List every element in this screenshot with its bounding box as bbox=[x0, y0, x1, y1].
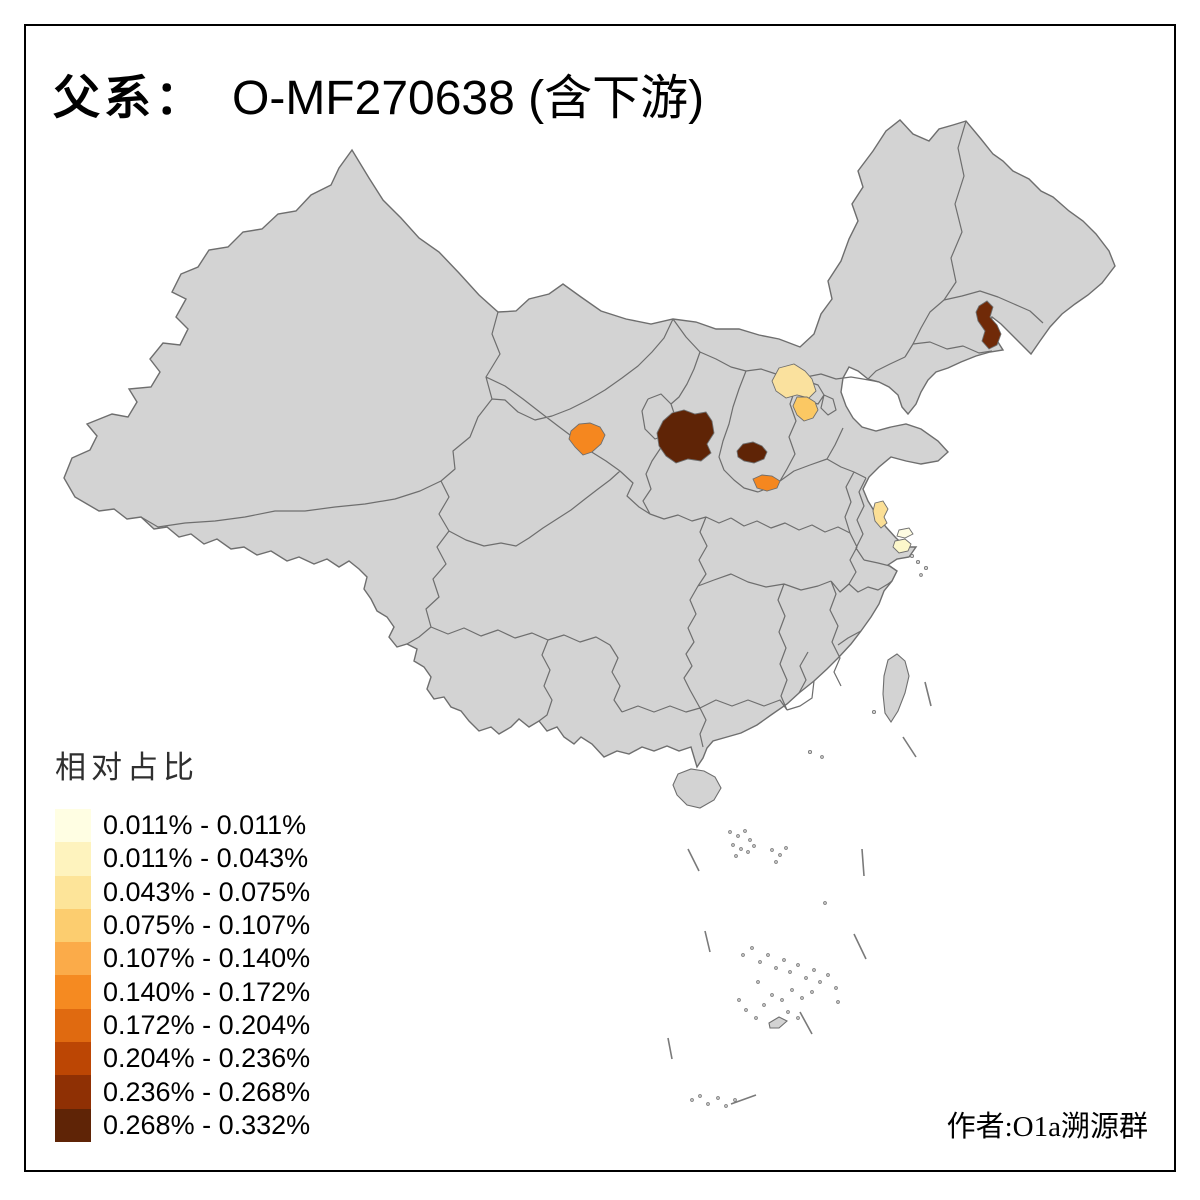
author-credit: 作者:O1a溯源群 bbox=[946, 1111, 1148, 1143]
map-region bbox=[896, 527, 914, 539]
legend-row: 0.268% - 0.332% bbox=[55, 1108, 311, 1142]
legend-title: 相对占比 bbox=[55, 750, 199, 785]
map-region bbox=[792, 396, 819, 422]
legend-label: 0.043% - 0.075% bbox=[103, 876, 311, 907]
south-sea-island bbox=[768, 1016, 788, 1029]
map-region bbox=[872, 500, 889, 529]
legend-row: 0.011% - 0.043% bbox=[55, 842, 310, 876]
legend-row: 0.204% - 0.236% bbox=[55, 1042, 311, 1076]
hainan-island bbox=[672, 768, 722, 809]
legend-row: 0.236% - 0.268% bbox=[55, 1075, 311, 1109]
legend-row: 0.011% - 0.011% bbox=[55, 809, 310, 843]
legend-swatch bbox=[55, 875, 91, 909]
legend-swatch bbox=[55, 842, 91, 876]
legend-label: 0.140% - 0.172% bbox=[103, 976, 311, 1007]
legend-swatch bbox=[55, 975, 91, 1009]
province-borders bbox=[140, 120, 1044, 748]
legend-label: 0.011% - 0.043% bbox=[103, 843, 309, 874]
legend-swatch bbox=[55, 942, 91, 976]
legend: 相对占比 0.011% - 0.011% 0.011% - 0.043% 0.043… bbox=[55, 742, 310, 1142]
highlighted-regions bbox=[568, 300, 1002, 554]
sea-islets bbox=[690, 553, 929, 1108]
map-region bbox=[568, 422, 606, 456]
map-region bbox=[656, 409, 715, 464]
title-prefix: 父系： bbox=[53, 73, 206, 125]
map-region bbox=[892, 538, 912, 554]
title-haplogroup: O-MF270638 (含下游) bbox=[232, 72, 705, 125]
taiwan-island bbox=[882, 653, 910, 724]
legend-row: 0.075% - 0.107% bbox=[55, 908, 311, 943]
legend-row: 0.172% - 0.204% bbox=[55, 1008, 311, 1043]
legend-swatch bbox=[55, 1108, 91, 1142]
map-title: 父系： O-MF270638 (含下游) bbox=[53, 58, 704, 128]
legend-rows: 0.011% - 0.011% 0.011% - 0.043% 0.043% - 0… bbox=[55, 809, 310, 1142]
legend-swatch bbox=[55, 1042, 91, 1076]
legend-row: 0.107% - 0.140% bbox=[55, 942, 311, 976]
legend-label: 0.236% - 0.268% bbox=[103, 1076, 311, 1107]
legend-swatch bbox=[55, 809, 91, 843]
legend-label: 0.172% - 0.204% bbox=[103, 1009, 311, 1040]
legend-row: 0.140% - 0.172% bbox=[55, 975, 311, 1009]
legend-label: 0.011% - 0.011% bbox=[103, 810, 307, 841]
legend-label: 0.075% - 0.107% bbox=[103, 910, 311, 941]
nine-dash-line bbox=[667, 681, 932, 1105]
map-region bbox=[752, 474, 781, 492]
legend-label: 0.107% - 0.140% bbox=[103, 943, 311, 974]
map-region bbox=[736, 441, 768, 464]
legend-label: 0.204% - 0.236% bbox=[103, 1043, 311, 1074]
legend-swatch bbox=[55, 908, 91, 943]
legend-swatch bbox=[55, 1008, 91, 1043]
map-region bbox=[975, 300, 1002, 350]
legend-swatch bbox=[55, 1075, 91, 1109]
legend-row: 0.043% - 0.075% bbox=[55, 875, 311, 909]
legend-label: 0.268% - 0.332% bbox=[103, 1109, 311, 1140]
